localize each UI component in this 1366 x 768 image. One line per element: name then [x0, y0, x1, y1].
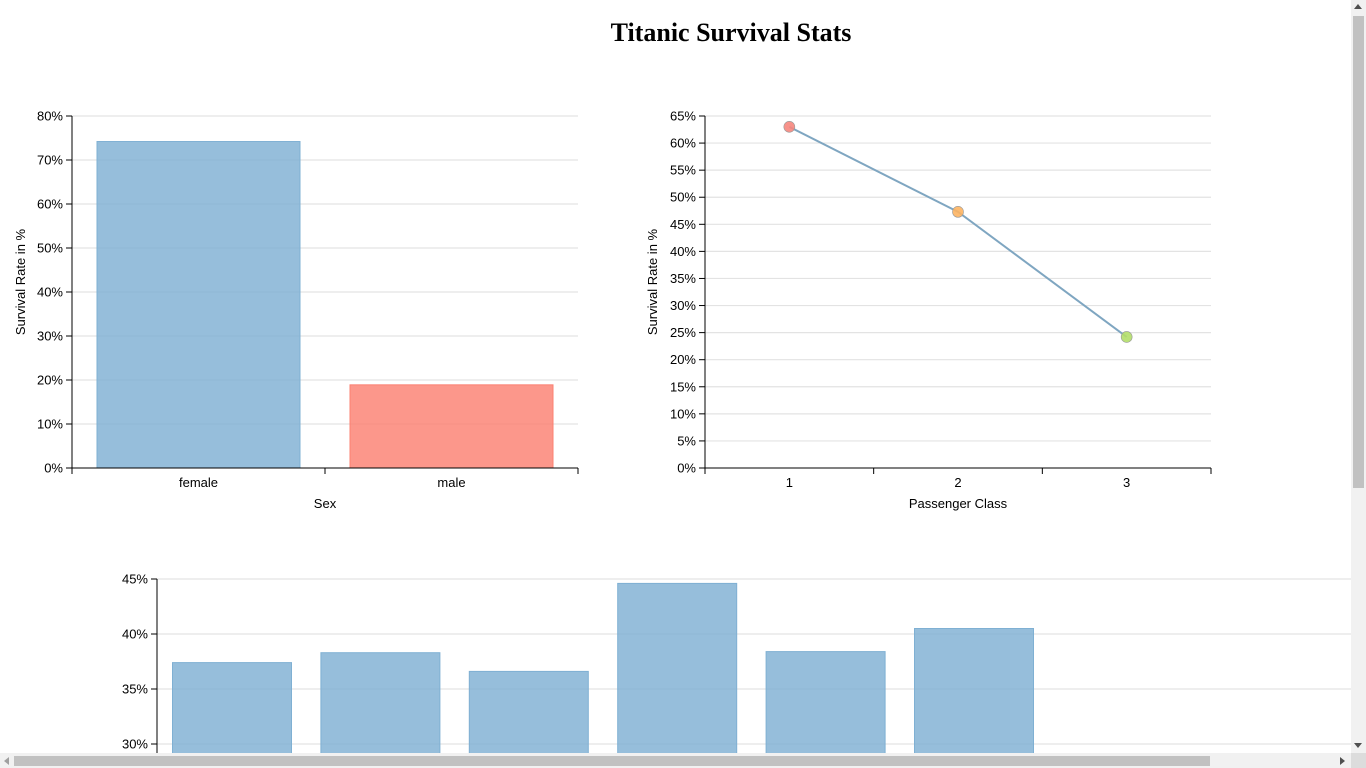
x-axis-label: Sex — [314, 496, 337, 511]
y-tick-label: 70% — [37, 153, 63, 168]
y-tick-label: 50% — [37, 241, 63, 256]
data-point — [783, 121, 796, 133]
bar — [349, 384, 554, 469]
scroll-left-arrow-icon[interactable] — [4, 757, 9, 765]
scrollbar-corner — [1351, 753, 1366, 768]
data-point — [952, 206, 964, 218]
y-tick-label: 0% — [44, 461, 63, 476]
bar — [96, 141, 301, 469]
y-tick-label: 10% — [670, 406, 696, 421]
vertical-scroll-thumb[interactable] — [1353, 16, 1364, 488]
y-tick-label: 15% — [670, 379, 696, 394]
scroll-up-arrow-icon[interactable] — [1354, 4, 1362, 9]
y-tick-label: 65% — [670, 109, 696, 124]
y-tick-label: 35% — [670, 271, 696, 286]
y-tick-label: 40% — [122, 627, 148, 642]
y-tick-label: 40% — [670, 244, 696, 259]
y-tick-label: 0% — [677, 461, 696, 476]
bar — [320, 652, 441, 753]
horizontal-scroll-thumb[interactable] — [14, 756, 1210, 766]
y-tick-label: 20% — [670, 352, 696, 367]
page-title: Titanic Survival Stats — [610, 18, 852, 47]
charts-canvas: 0%10%20%30%40%50%60%70%80% female male Su… — [13, 109, 1351, 753]
data-point — [1120, 331, 1133, 343]
y-tick-label: 30% — [670, 298, 696, 313]
chart-area: Titanic Survival Stats 0% 10% 20% 30% 40% 50%… — [13, 18, 1351, 753]
sex-survival-chart: 0% 10% 20% 30% 40% 50% 60% 70% 80% female male Su… — [13, 109, 579, 511]
y-tick-label: 80% — [37, 109, 63, 124]
y-tick-label: 45% — [670, 217, 696, 232]
y-tick-label: 30% — [122, 737, 148, 752]
bar — [914, 628, 1034, 753]
y-tick-label: 20% — [37, 373, 63, 388]
y-axis-label: Survival Rate in % — [645, 228, 660, 335]
vertical-scrollbar[interactable] — [1351, 0, 1366, 753]
y-tick-label: 55% — [670, 163, 696, 178]
x-tick-label: 2 — [954, 475, 961, 490]
bar — [468, 670, 589, 753]
y-axis-label: Survival Rate in % — [13, 228, 28, 335]
y-tick-label: 5% — [677, 433, 696, 448]
y-tick-label: 60% — [670, 136, 696, 151]
y-tick-label: 30% — [37, 329, 63, 344]
bar — [765, 651, 886, 753]
x-axis-label: Passenger Class — [909, 496, 1008, 511]
x-tick-label: female — [179, 475, 218, 490]
y-tick-label: 10% — [37, 417, 63, 432]
y-tick-label: 35% — [122, 682, 148, 697]
y-tick-label: 40% — [37, 285, 63, 300]
x-tick-label: male — [437, 475, 465, 490]
bottom-bar-chart: 30% 35% 40% 45% — [122, 572, 1351, 753]
class-survival-chart: 0% 5% 10% 15% 20% 25% 30% 35% 40% 45% 50% 55% 60% 65%… — [645, 109, 1212, 511]
x-tick-label: 1 — [786, 475, 793, 490]
y-tick-label: 50% — [670, 190, 696, 205]
horizontal-scrollbar[interactable] — [0, 753, 1351, 768]
y-tick-label: 60% — [37, 197, 63, 212]
scroll-down-arrow-icon[interactable] — [1354, 743, 1362, 748]
x-tick-label: 3 — [1123, 475, 1130, 490]
scroll-right-arrow-icon[interactable] — [1340, 757, 1345, 765]
bar — [172, 662, 292, 753]
y-tick-label: 45% — [122, 572, 148, 587]
bar — [617, 582, 738, 753]
y-tick-label: 25% — [670, 325, 696, 340]
